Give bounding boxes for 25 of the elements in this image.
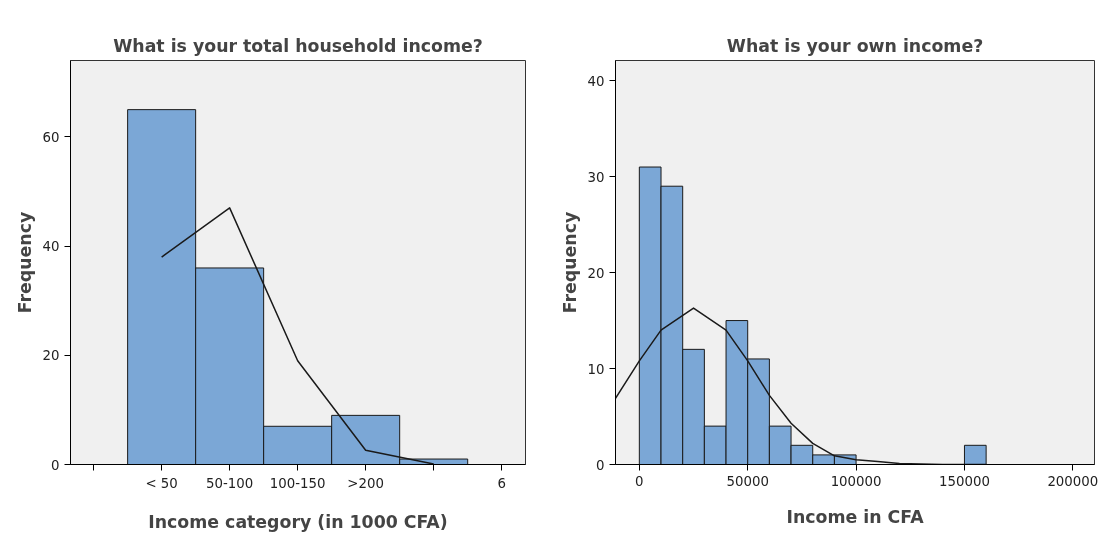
y-tick-label: 40 [42, 239, 60, 255]
y-tick-label: 60 [42, 129, 60, 145]
x-tick-label: 0 [635, 473, 644, 489]
x-tick-label: < 50 [145, 475, 178, 491]
x-tick-label: 100-150 [269, 475, 326, 491]
y-axis-title: Frequency [14, 211, 35, 314]
x-axis-title: Income in CFA [786, 506, 925, 527]
y-tick-label: 10 [587, 361, 605, 377]
y-tick-label: 20 [587, 265, 605, 281]
x-tick-label: 50000 [726, 473, 769, 489]
x-tick-label: >200 [347, 475, 384, 491]
chart-title: What is your own income? [726, 35, 984, 56]
chart-title: What is your total household income? [113, 35, 483, 56]
x-axis-title: Income category (in 1000 CFA) [148, 511, 448, 532]
x-tick-label: 200000 [1047, 473, 1099, 489]
y-tick-label: 0 [51, 457, 60, 473]
text: 6 [497, 475, 506, 491]
y-tick-label: 30 [587, 169, 605, 185]
x-tick-label: 150000 [939, 473, 990, 489]
y-tick-label: 40 [587, 73, 605, 89]
y-tick-label: 0 [596, 457, 605, 473]
x-tick-label: 100000 [830, 473, 882, 489]
y-axis-title: Frequency [559, 211, 580, 314]
y-tick-label: 20 [42, 348, 60, 364]
x-tick-label: 50-100 [206, 475, 254, 491]
